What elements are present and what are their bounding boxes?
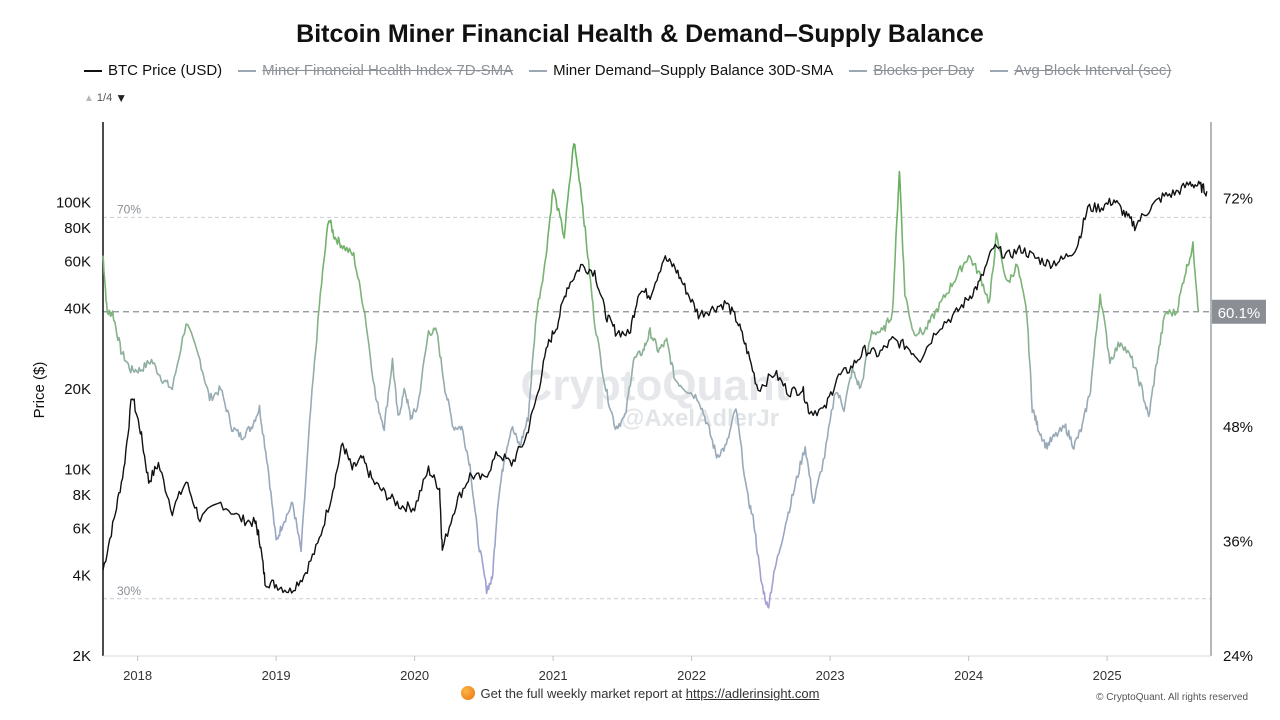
footer: Get the full weekly market report at htt… bbox=[0, 686, 1280, 701]
y-right-tick-label: 72% bbox=[1223, 190, 1253, 207]
legend-item-blocks-per-day[interactable]: Blocks per Day bbox=[849, 62, 974, 79]
legend-label: Avg Block Interval (sec) bbox=[1014, 62, 1172, 79]
reference-line-label: 70% bbox=[117, 202, 141, 216]
legend-label: Miner Financial Health Index 7D-SMA bbox=[262, 62, 514, 79]
legend-swatch bbox=[238, 69, 257, 72]
y-left-tick-label: 8K bbox=[73, 487, 91, 504]
y-left-tick-label: 4K bbox=[73, 568, 91, 585]
series-line-btc-price bbox=[102, 180, 1208, 594]
y-left-tick-label: 2K bbox=[73, 648, 91, 665]
watermark-handle: @AxelAdlerJr bbox=[621, 405, 779, 432]
series-line-demand-supply-balance bbox=[102, 143, 1200, 609]
legend-swatch bbox=[529, 69, 548, 72]
legend-label: Blocks per Day bbox=[873, 62, 975, 79]
legend-swatch bbox=[84, 69, 102, 72]
x-tick-label: 2024 bbox=[954, 668, 983, 683]
chart-title: Bitcoin Miner Financial Health & Demand–… bbox=[296, 20, 984, 48]
x-tick-label: 2025 bbox=[1093, 668, 1122, 683]
x-tick-label: 2021 bbox=[539, 668, 568, 683]
y-left-tick-label: 100K bbox=[56, 194, 91, 211]
legend-label: BTC Price (USD) bbox=[108, 62, 223, 79]
current-value-label: 60.1% bbox=[1218, 305, 1261, 322]
legend-item-miner-financial-health[interactable]: Miner Financial Health Index 7D-SMA bbox=[238, 62, 513, 79]
y-left-tick-label: 10K bbox=[64, 461, 91, 478]
pager-text: 1/4 bbox=[96, 92, 113, 104]
y-left-tick-label: 80K bbox=[64, 220, 91, 237]
reference-line-label: 30% bbox=[117, 584, 141, 598]
series bbox=[102, 143, 1208, 609]
chart-legend: BTC Price (USD) Miner Financial Health I… bbox=[84, 62, 1187, 79]
x-tick-label: 2020 bbox=[400, 668, 429, 683]
legend-swatch bbox=[849, 69, 868, 72]
legend-label: Miner Demand–Supply Balance 30D-SMA bbox=[553, 62, 834, 79]
x-tick-label: 2023 bbox=[816, 668, 845, 683]
pager-up-icon[interactable]: ▲ bbox=[84, 92, 94, 104]
report-bullet-icon bbox=[460, 686, 475, 700]
legend-pager: ▲ 1/4 ▼ bbox=[84, 91, 127, 105]
x-tick-label: 2019 bbox=[262, 668, 291, 683]
x-tick-label: 2022 bbox=[677, 668, 706, 683]
value-labels: 60.1% bbox=[1212, 299, 1266, 324]
y-axis-left-title: Price ($) bbox=[31, 362, 48, 419]
y-right-tick-label: 48% bbox=[1223, 419, 1253, 436]
legend-item-avg-block-interval[interactable]: Avg Block Interval (sec) bbox=[990, 62, 1171, 79]
y-right-tick-label: 36% bbox=[1223, 534, 1253, 551]
footer-link[interactable]: https://adlerinsight.com bbox=[685, 686, 820, 701]
copyright: © CryptoQuant. All rights reserved bbox=[1096, 692, 1248, 703]
y-left-tick-label: 20K bbox=[64, 381, 91, 398]
legend-swatch bbox=[990, 69, 1009, 72]
y-left-tick-label: 60K bbox=[64, 254, 91, 271]
watermark-brand: CryptoQuant bbox=[521, 361, 790, 410]
pager-down-icon[interactable]: ▼ bbox=[115, 91, 128, 105]
y-left-tick-label: 6K bbox=[73, 521, 91, 538]
x-tick-label: 2018 bbox=[123, 668, 152, 683]
footer-text: Get the full weekly market report at bbox=[480, 686, 686, 701]
current-value-badge bbox=[1212, 299, 1266, 324]
y-right-tick-label: 24% bbox=[1223, 648, 1253, 665]
legend-item-demand-supply-balance[interactable]: Miner Demand–Supply Balance 30D-SMA bbox=[529, 62, 833, 79]
legend-item-btc-price[interactable]: BTC Price (USD) bbox=[84, 62, 222, 79]
y-left-tick-label: 40K bbox=[64, 301, 91, 318]
